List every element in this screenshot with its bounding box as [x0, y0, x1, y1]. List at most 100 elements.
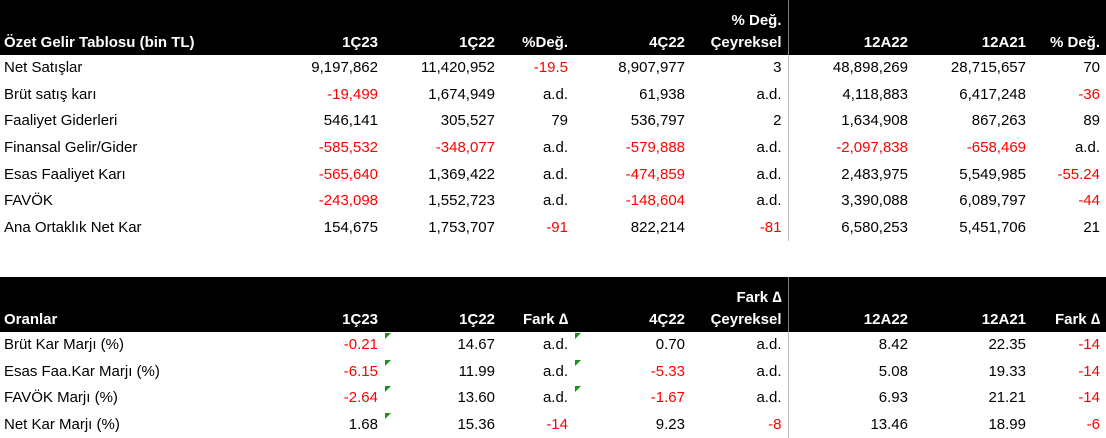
- table-cell: 89: [1083, 112, 1100, 130]
- column-header: Çeyreksel: [691, 306, 788, 332]
- table-cell: -8: [768, 415, 782, 433]
- header-top-cell: [787, 0, 914, 29]
- header-top-row: % Değ.: [0, 0, 1106, 29]
- table-cell: -6.15: [343, 362, 378, 380]
- table-cell: 1,552,723: [428, 192, 495, 210]
- table-cell: 8,907,977: [618, 59, 685, 77]
- header-top-row: Fark ∆: [0, 277, 1106, 306]
- table-cell: 1,674,949: [428, 85, 495, 103]
- table-cell: 5.08: [787, 358, 914, 385]
- header-top-cell: [501, 277, 574, 306]
- table-cell: -348,077: [435, 139, 495, 157]
- table-cell: a.d.: [756, 85, 782, 103]
- column-header: 4Ç22: [574, 29, 691, 55]
- table-row: Ana Ortaklık Net Kar 154,675 1,753,707 -91 8…: [0, 214, 1106, 242]
- table-cell: 2: [773, 112, 782, 130]
- header-top-cell: [501, 0, 574, 29]
- table-cell: 21.21: [988, 389, 1026, 407]
- table-cell: 3,390,088: [787, 187, 914, 215]
- row-label: Brüt satış karı: [4, 85, 97, 103]
- table-cell: -81: [759, 218, 782, 236]
- table-cell: a.d.: [542, 85, 568, 103]
- table-cell: 3: [773, 59, 782, 77]
- header-top-cell: [250, 277, 384, 306]
- table-cell: a.d.: [542, 362, 568, 380]
- table-cell: -658,469: [966, 139, 1026, 157]
- header-top-cell: [0, 277, 250, 306]
- table-cell: -2,097,838: [787, 134, 914, 162]
- column-header: % Değ.: [1032, 29, 1106, 55]
- table-cell: a.d.: [542, 192, 568, 210]
- table-cell: -1.67: [574, 385, 691, 412]
- column-header: Çeyreksel: [691, 29, 788, 55]
- table-cell: 21: [1083, 218, 1100, 236]
- header-top-cell: [914, 0, 1032, 29]
- row-label: Ana Ortaklık Net Kar: [4, 218, 142, 236]
- table-title: Oranlar: [0, 306, 250, 332]
- header-top-cell: [384, 277, 501, 306]
- header-top-cell: [574, 277, 691, 306]
- table-cell: -14: [546, 415, 568, 433]
- table-cell: a.d.: [756, 192, 782, 210]
- table-cell: a.d.: [542, 336, 568, 354]
- table-row: Finansal Gelir/Gider -585,532 -348,077 a.d.…: [0, 134, 1106, 162]
- table-cell: -474,859: [625, 165, 685, 183]
- table-cell: 22.35: [988, 336, 1026, 354]
- header-top-cell: [914, 277, 1032, 306]
- table-cell: 9.23: [655, 415, 685, 433]
- table-cell: -0.21: [343, 336, 378, 354]
- table-cell: -579,888: [625, 139, 685, 157]
- table-cell: 13.46: [787, 411, 914, 438]
- header-top-cell: [1032, 0, 1106, 29]
- table-cell: -36: [1078, 85, 1100, 103]
- table-cell: a.d.: [542, 139, 568, 157]
- table-cell: 1,634,908: [787, 108, 914, 135]
- table-cell: 48,898,269: [787, 55, 914, 82]
- table-cell: -5.33: [574, 359, 691, 386]
- table-cell: 61,938: [639, 85, 685, 103]
- table-cell: -585,532: [318, 139, 378, 157]
- table-row: FAVÖK -243,098 1,552,723 a.d. -148,604 a.d. 3,…: [0, 187, 1106, 215]
- income-statement-table: % Değ. Özet Gelir Tablosu (bin TL) 1Ç23 1Ç2…: [0, 0, 1106, 242]
- column-header: 12A21: [914, 29, 1032, 55]
- column-header: 1Ç23: [250, 306, 384, 332]
- table-cell: 5,549,985: [959, 165, 1026, 183]
- table-cell: 1.68: [348, 415, 378, 433]
- row-label: Esas Faaliyet Karı: [4, 165, 126, 183]
- table-cell: -14: [1078, 336, 1100, 354]
- header-top-cell: [384, 0, 501, 29]
- table-cell: a.d.: [542, 389, 568, 407]
- table-cell: 6,089,797: [959, 192, 1026, 210]
- column-header: 1Ç22: [384, 306, 501, 332]
- table-cell: a.d.: [756, 165, 782, 183]
- table-cell: a.d.: [756, 139, 782, 157]
- table-cell: 822,214: [630, 218, 685, 236]
- row-label: Esas Faa.Kar Marjı (%): [4, 362, 160, 380]
- table-cell: 2,483,975: [787, 161, 914, 188]
- table-cell: a.d.: [1074, 139, 1100, 157]
- table-row: Brüt Kar Marjı (%) -0.21 14.67 a.d. 0.70 a.d.…: [0, 332, 1106, 359]
- table-cell: 19.33: [988, 362, 1026, 380]
- row-label: Brüt Kar Marjı (%): [4, 336, 125, 354]
- table-cell: -14: [1078, 389, 1100, 407]
- header-top-cell: [0, 0, 250, 29]
- header-top-cell: Fark ∆: [691, 277, 788, 306]
- header-top-cell: [574, 0, 691, 29]
- table-row: Net Satışlar 9,197,862 11,420,952 -19.5 8,90…: [0, 55, 1106, 82]
- table-cell: 305,527: [440, 112, 495, 130]
- table-cell: 14.67: [384, 332, 501, 359]
- table-cell: 867,263: [971, 112, 1026, 130]
- table-cell: 5,451,706: [959, 218, 1026, 236]
- ratios-table: Fark ∆ Oranlar 1Ç23 1Ç22 Fark ∆ 4Ç22 Çeyreksel…: [0, 277, 1106, 438]
- column-header: 12A21: [914, 306, 1032, 332]
- table-cell: a.d.: [542, 165, 568, 183]
- table-row: Brüt satış karı -19,499 1,674,949 a.d. 61,93…: [0, 81, 1106, 109]
- column-header: Fark ∆: [501, 306, 574, 332]
- row-label: FAVÖK: [4, 192, 53, 210]
- table-cell: -19.5: [533, 59, 568, 77]
- table-row: Faaliyet Giderleri 546,141 305,527 79 536,79…: [0, 108, 1106, 135]
- table-cell: a.d.: [756, 389, 782, 407]
- column-header: 1Ç22: [384, 29, 501, 55]
- column-header: 4Ç22: [574, 306, 691, 332]
- column-header: 1Ç23: [250, 29, 384, 55]
